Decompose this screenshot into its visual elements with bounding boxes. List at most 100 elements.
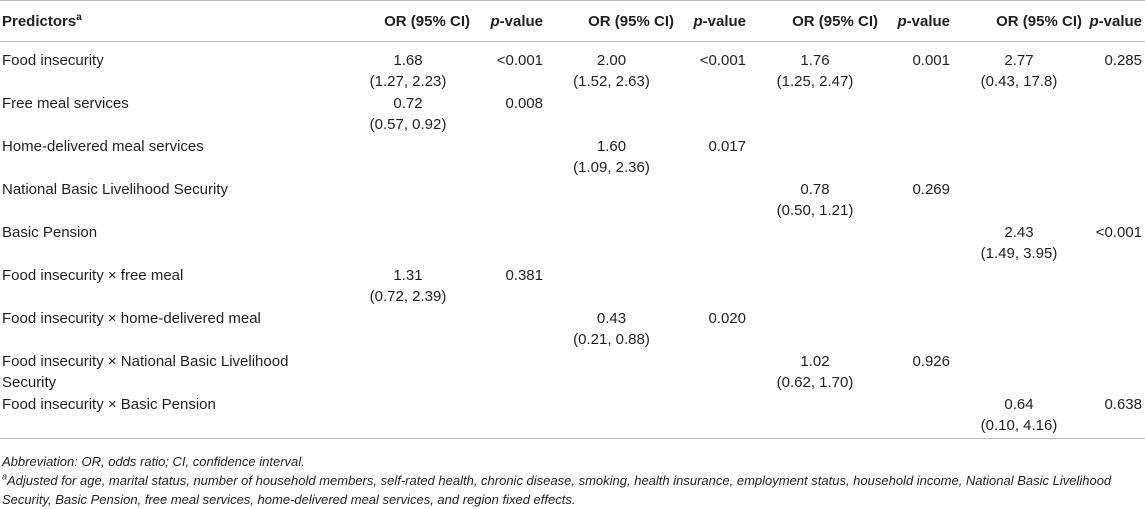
or-cell: 1.60 (1.09, 2.36): [546, 136, 677, 179]
or-cell: 2.00 (1.52, 2.63): [546, 42, 677, 94]
header-or-3: OR (95% CI): [749, 0, 881, 42]
p-value-cell: [1085, 308, 1145, 351]
or-cell: [749, 93, 881, 136]
confidence-interval-value: (0.50, 1.21): [776, 202, 854, 219]
abbreviation-note: Abbreviation: OR, odds ratio; CI, confid…: [2, 454, 305, 469]
p-value-cell: 0.638: [1085, 394, 1145, 439]
table-row: Basic Pension 2.43 (1.49, 3.95) <0.001: [0, 222, 1145, 265]
predictor-label: Home-delivered meal services: [2, 138, 204, 155]
or-cell: 0.78 (0.50, 1.21): [749, 179, 881, 222]
odds-ratio-value: 0.43: [596, 310, 627, 327]
or-cell: [546, 222, 677, 265]
p-value-cell: [473, 222, 546, 265]
table-row: Food insecurity × home-delivered meal 0.4…: [0, 308, 1145, 351]
table-body: Food insecurity 1.68 (1.27, 2.23) <0.001 2.0…: [0, 42, 1145, 439]
odds-ratio-value: 0.78: [800, 181, 830, 198]
p-value-cell: 0.017: [708, 138, 746, 155]
confidence-interval-value: (0.72, 2.39): [369, 288, 447, 305]
or-cell: 0.72 (0.57, 0.92): [343, 93, 473, 136]
header-p-4: p-value: [1085, 0, 1145, 42]
odds-ratio-value: 1.02: [800, 353, 830, 370]
p-value-cell: [473, 351, 546, 394]
header-or-1: OR (95% CI): [343, 0, 473, 42]
p-value-cell: [881, 308, 953, 351]
predictor-label: Free meal services: [2, 95, 129, 112]
p-value-cell: [677, 265, 749, 308]
or-cell: [546, 179, 677, 222]
predictor-label: National Basic Livelihood Security: [2, 181, 228, 198]
or-cell: [749, 222, 881, 265]
or-cell: 0.64 (0.10, 4.16): [953, 394, 1085, 439]
table-row: Food insecurity × free meal 1.31 (0.72, 2.…: [0, 265, 1145, 308]
confidence-interval-value: (1.49, 3.95): [980, 245, 1058, 262]
p-value-cell: <0.001: [496, 52, 543, 69]
or-cell: [953, 93, 1085, 136]
confidence-interval-value: (0.10, 4.16): [980, 417, 1058, 434]
p-value-cell: [677, 351, 749, 394]
or-cell: 1.31 (0.72, 2.39): [343, 265, 473, 308]
p-value-cell: [881, 136, 953, 179]
odds-ratio-value: 0.72: [393, 95, 423, 112]
p-value-cell: 0.001: [912, 52, 950, 69]
header-predictors: Predictorsa: [0, 0, 343, 42]
or-cell: [953, 179, 1085, 222]
adjustment-footnote: aAdjusted for age, marital status, numbe…: [2, 471, 1112, 507]
table-row: National Basic Livelihood Security 0.78 (0…: [0, 179, 1145, 222]
predictor-label: Food insecurity × free meal: [2, 267, 184, 284]
or-cell: [953, 308, 1085, 351]
or-cell: [546, 394, 677, 439]
or-cell: 0.43 (0.21, 0.88): [546, 308, 677, 351]
p-value-cell: [473, 308, 546, 351]
odds-ratio-value: 1.31: [393, 267, 423, 284]
confidence-interval-value: (1.52, 2.63): [573, 73, 650, 90]
or-cell: 1.76 (1.25, 2.47): [749, 42, 881, 94]
or-cell: [343, 136, 473, 179]
table-row: Food insecurity × Basic Pension 0.64 (0.10…: [0, 394, 1145, 439]
results-table: Predictorsa OR (95% CI) p-value OR (95% …: [0, 0, 1145, 439]
p-value-cell: [677, 394, 749, 439]
p-value-cell: 0.381: [505, 267, 543, 284]
or-cell: 2.43 (1.49, 3.95): [953, 222, 1085, 265]
p-value-cell: [881, 222, 953, 265]
or-cell: [749, 265, 881, 308]
confidence-interval-value: (0.62, 1.70): [776, 374, 854, 391]
header-p-2: p-value: [677, 0, 749, 42]
p-value-cell: [677, 179, 749, 222]
header-p-3: p-value: [881, 0, 953, 42]
p-value-cell: [1085, 265, 1145, 308]
confidence-interval-value: (1.25, 2.47): [776, 73, 854, 90]
or-cell: [343, 222, 473, 265]
or-cell: [953, 136, 1085, 179]
p-value-cell: <0.001: [699, 52, 746, 69]
or-cell: [343, 308, 473, 351]
p-value-cell: [677, 93, 749, 136]
table-row: Food insecurity × National Basic Livelih…: [0, 351, 1145, 394]
header-p-1: p-value: [473, 0, 546, 42]
p-value-cell: [881, 93, 953, 136]
odds-ratio-value: 2.43: [1004, 224, 1034, 241]
p-value-cell: [677, 222, 749, 265]
odds-ratio-value: 2.00: [596, 52, 627, 69]
or-cell: [546, 351, 677, 394]
table-row: Food insecurity 1.68 (1.27, 2.23) <0.001 2.0…: [0, 42, 1145, 94]
p-value-cell: [473, 179, 546, 222]
confidence-interval-value: (1.09, 2.36): [573, 159, 650, 176]
header-or-2: OR (95% CI): [546, 0, 677, 42]
p-value-cell: 0.285: [1104, 52, 1142, 69]
odds-ratio-value: 0.64: [1004, 396, 1034, 413]
or-cell: [343, 351, 473, 394]
p-value-cell: [881, 394, 953, 439]
predictor-label: Food insecurity: [2, 52, 104, 69]
p-value-cell: [1085, 179, 1145, 222]
p-value-cell: [473, 394, 546, 439]
p-value-cell: [473, 136, 546, 179]
or-cell: [953, 265, 1085, 308]
p-value-cell: [1085, 351, 1145, 394]
predictor-label: Food insecurity × National Basic Livelih…: [2, 353, 289, 391]
or-cell: [546, 265, 677, 308]
or-cell: [343, 394, 473, 439]
p-value-cell: [881, 265, 953, 308]
table-row: Home-delivered meal services 1.60 (1.09, 2…: [0, 136, 1145, 179]
p-value-cell: 0.269: [912, 181, 950, 198]
